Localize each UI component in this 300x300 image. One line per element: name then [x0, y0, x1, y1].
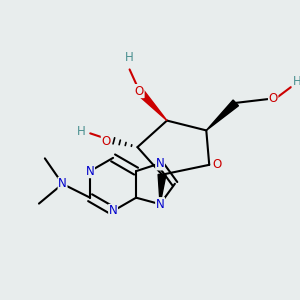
Text: H: H	[292, 75, 300, 88]
Polygon shape	[158, 174, 166, 204]
Text: O: O	[212, 158, 222, 171]
Text: N: N	[86, 165, 94, 178]
Text: H: H	[125, 51, 134, 64]
Text: N: N	[58, 177, 67, 190]
Text: O: O	[135, 85, 144, 98]
Text: N: N	[109, 205, 118, 218]
Polygon shape	[136, 88, 167, 121]
Text: O: O	[101, 135, 111, 148]
Text: O: O	[268, 92, 278, 105]
Text: H: H	[77, 125, 86, 138]
Text: N: N	[156, 157, 164, 170]
Polygon shape	[206, 100, 238, 130]
Text: N: N	[156, 198, 164, 211]
